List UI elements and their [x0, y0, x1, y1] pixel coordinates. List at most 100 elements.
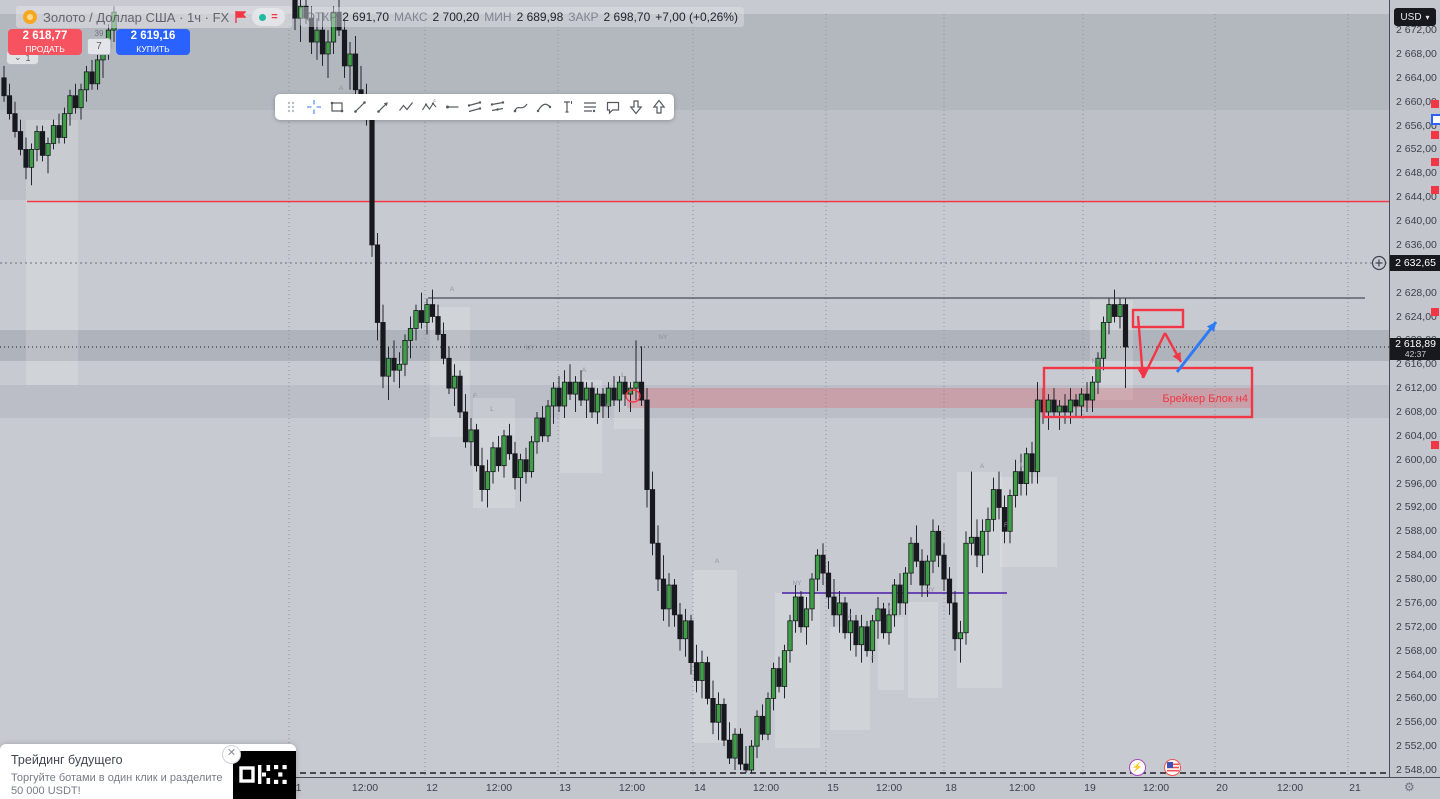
tool-rectangle-icon[interactable] [325, 95, 348, 119]
price-tick-label: 2 656,00 [1396, 119, 1437, 132]
spread-qty: 39 [94, 29, 104, 38]
time-tick-label: 18 [945, 782, 957, 794]
time-tick-label: 12:00 [1008, 782, 1036, 794]
svg-text:A: A [450, 286, 455, 293]
time-tick-label: 12:00 [752, 782, 780, 794]
market-status-pill[interactable]: = [252, 8, 285, 26]
low-label: МИН [484, 10, 512, 24]
tool-arrow-down-icon[interactable] [624, 95, 647, 119]
sell-button[interactable]: 2 618,77 ПРОДАТЬ [8, 29, 82, 55]
price-tick-label: 2 628,00 [1396, 286, 1437, 299]
red-strip-marker[interactable] [1431, 441, 1439, 449]
price-tick-label: 2 580,00 [1396, 573, 1437, 586]
chart-legend: Золото / Доллар США · 1ч · FX = ОТКР 2 6… [16, 6, 744, 28]
time-axis[interactable]: 11 12:00 12 12:00 13 12:00 14 12:00 15 12:00 18 12:… [0, 777, 1440, 799]
currency-label: USD [1400, 11, 1422, 23]
session-boxes [26, 120, 1133, 748]
svg-text:A: A [339, 85, 344, 92]
flag-icon[interactable] [235, 11, 247, 23]
tool-flat-channel-icon[interactable] [486, 95, 509, 119]
tool-arrow-line-icon[interactable] [371, 95, 394, 119]
okx-logo[interactable] [233, 751, 296, 799]
price-axis[interactable]: USD ▾ ⚙ 2 672,00 2 668,00 2 664,00 2 660,00… [1389, 0, 1440, 794]
tool-arrow-up-icon[interactable] [647, 95, 670, 119]
tool-trend-line-icon[interactable] [348, 95, 371, 119]
crosshair-price-label: 2 632,65 [1390, 255, 1440, 271]
price-tick-label: 2 588,00 [1396, 525, 1437, 538]
red-strip-marker[interactable] [1431, 186, 1439, 194]
us-flag-event-icon[interactable] [1164, 759, 1181, 776]
red-strip-marker[interactable] [1431, 308, 1439, 316]
buy-button[interactable]: 2 619,16 КУПИТЬ [116, 29, 190, 55]
ad-banner[interactable]: Трейдинг будущего Торгуйте ботами в один… [0, 744, 296, 799]
target-rectangle[interactable] [1131, 308, 1185, 329]
price-tick-label: 2 552,00 [1396, 740, 1437, 753]
price-tick-label: 2 592,00 [1396, 501, 1437, 514]
low-value: 2 689,98 [516, 10, 564, 24]
price-tick-label: 2 616,00 [1396, 358, 1437, 371]
time-tick-label: 12:00 [485, 782, 513, 794]
red-path-arrow-2[interactable] [1141, 332, 1167, 379]
high-label: МАКС [394, 10, 428, 24]
tool-curve-icon[interactable] [532, 95, 555, 119]
symbol-title[interactable]: Золото / Доллар США · 1ч · FX [43, 9, 230, 25]
time-tick-label: 19 [1084, 782, 1096, 794]
tool-crosshair-icon[interactable] [302, 95, 325, 119]
lightning-event-icon[interactable]: ⚡ [1129, 759, 1146, 776]
price-tick-label: 2 640,00 [1396, 215, 1437, 228]
red-strip-marker[interactable] [1431, 100, 1439, 108]
breaker-zone-fill[interactable] [627, 388, 1251, 408]
red-path-arrow-3[interactable] [1163, 332, 1183, 363]
price-tick-label: 2 572,00 [1396, 620, 1437, 633]
price-tick-label: 2 672,00 [1396, 24, 1437, 37]
price-tick-label: 2 612,00 [1396, 382, 1437, 395]
axis-settings-gear-icon[interactable]: ⚙ [1404, 780, 1415, 794]
tool-polyline-icon[interactable] [394, 95, 417, 119]
breaker-block-label[interactable]: Брейкер Блок н4 [1162, 393, 1248, 405]
currency-dropdown[interactable]: USD ▾ [1394, 8, 1436, 26]
open-value: 2 691,70 [342, 10, 390, 24]
blue-projection-arrow[interactable] [1175, 321, 1218, 373]
svg-text:L: L [888, 605, 892, 612]
time-tick-label: 11 [290, 782, 302, 794]
price-tick-label: 2 584,00 [1396, 549, 1437, 562]
ad-close-button[interactable]: ✕ [222, 745, 241, 764]
entry-circle-marker[interactable] [625, 389, 641, 403]
ohlc-values-row: ОТКР 2 691,70 МАКС 2 700,20 МИН 2 689,98… [299, 7, 744, 27]
tool-parallel-lines-icon[interactable] [578, 95, 601, 119]
symbol-legend[interactable]: Золото / Доллар США · 1ч · FX = [16, 6, 292, 28]
svg-text:F: F [871, 655, 875, 662]
blue-strip-marker[interactable] [1431, 114, 1440, 125]
price-tick-label: 2 564,00 [1396, 668, 1437, 681]
price-tick-label: 2 660,00 [1396, 95, 1437, 108]
spread-value: 7 [87, 38, 111, 55]
background-bands [0, 14, 1389, 418]
tool-comment-icon[interactable] [601, 95, 624, 119]
price-tick-label: 2 624,00 [1396, 310, 1437, 323]
open-label: ОТКР [305, 10, 338, 24]
red-strip-marker[interactable] [1431, 158, 1439, 166]
price-tick-label: 2 668,00 [1396, 47, 1437, 60]
crosshair-plus-icon[interactable] [1371, 255, 1387, 271]
spread-column: 39 7 [86, 29, 112, 55]
svg-text:L: L [621, 372, 625, 379]
price-tick-label: 2 548,00 [1396, 764, 1437, 776]
positions-count: 1 [25, 52, 31, 63]
red-path-arrow-1[interactable] [1136, 315, 1147, 379]
tool-horizontal-ray-icon[interactable] [440, 95, 463, 119]
tool-text-icon[interactable] [555, 95, 578, 119]
svg-text:F: F [473, 393, 477, 400]
tool-parallel-channel-icon[interactable] [463, 95, 486, 119]
svg-text:NY: NY [658, 334, 668, 341]
red-strip-marker[interactable] [1431, 131, 1439, 139]
trade-panel: 2 618,77 ПРОДАТЬ 39 7 2 619,16 КУПИТЬ [8, 29, 190, 55]
buy-label: КУПИТЬ [136, 43, 170, 54]
time-tick-label: 14 [694, 782, 706, 794]
sell-price: 2 618,77 [22, 30, 68, 42]
time-tick-label: 13 [559, 782, 571, 794]
chevron-down-icon: ▾ [1425, 12, 1430, 22]
tool-pattern-abc-icon[interactable]: c [417, 95, 440, 119]
tool-brush-icon[interactable] [509, 95, 532, 119]
